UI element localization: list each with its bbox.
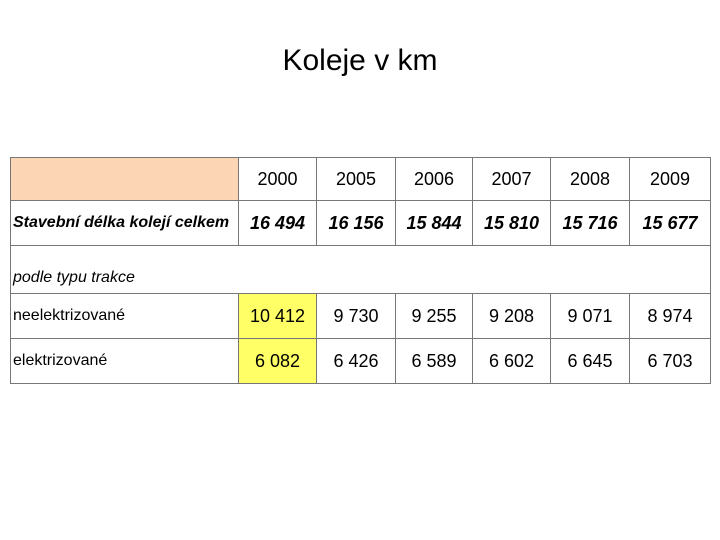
cell: 10 412 <box>238 293 317 339</box>
data-row: elektrizované 6 082 6 426 6 589 6 602 6 645 6 … <box>10 338 711 384</box>
row-label: neelektrizované <box>10 293 239 339</box>
year-header: 2008 <box>550 157 630 201</box>
cell: 15 716 <box>550 200 630 246</box>
title: Koleje v km <box>282 44 438 77</box>
year-header: 2009 <box>629 157 711 201</box>
cell: 6 426 <box>316 338 396 384</box>
cell: 9 071 <box>550 293 630 339</box>
year-header: 2007 <box>472 157 551 201</box>
corner-cell <box>10 157 239 201</box>
data-table: 2000 2005 2006 2007 2008 2009 Stavební délka k… <box>10 157 711 384</box>
section-row: podle typu trakce <box>10 245 711 294</box>
cell: 9 255 <box>395 293 473 339</box>
cell: 9 730 <box>316 293 396 339</box>
cell: 8 974 <box>629 293 711 339</box>
cell: 15 677 <box>629 200 711 246</box>
header-row: 2000 2005 2006 2007 2008 2009 <box>10 157 711 201</box>
cell: 6 082 <box>238 338 317 384</box>
total-row: Stavební délka kolejí celkem 16 494 16 156… <box>10 200 711 246</box>
table-body: 2000 2005 2006 2007 2008 2009 Stavební délka k… <box>10 157 711 384</box>
cell: 6 703 <box>629 338 711 384</box>
row-label: Stavební délka kolejí celkem <box>10 200 239 246</box>
year-header: 2005 <box>316 157 396 201</box>
section-label: podle typu trakce <box>10 245 711 294</box>
cell: 16 494 <box>238 200 317 246</box>
cell: 15 844 <box>395 200 473 246</box>
year-header: 2006 <box>395 157 473 201</box>
cell: 6 589 <box>395 338 473 384</box>
data-row: neelektrizované 10 412 9 730 9 255 9 208 9 07… <box>10 293 711 339</box>
row-label: elektrizované <box>10 338 239 384</box>
cell: 6 645 <box>550 338 630 384</box>
year-header: 2000 <box>238 157 317 201</box>
cell: 6 602 <box>472 338 551 384</box>
cell: 16 156 <box>316 200 396 246</box>
cell: 15 810 <box>472 200 551 246</box>
cell: 9 208 <box>472 293 551 339</box>
